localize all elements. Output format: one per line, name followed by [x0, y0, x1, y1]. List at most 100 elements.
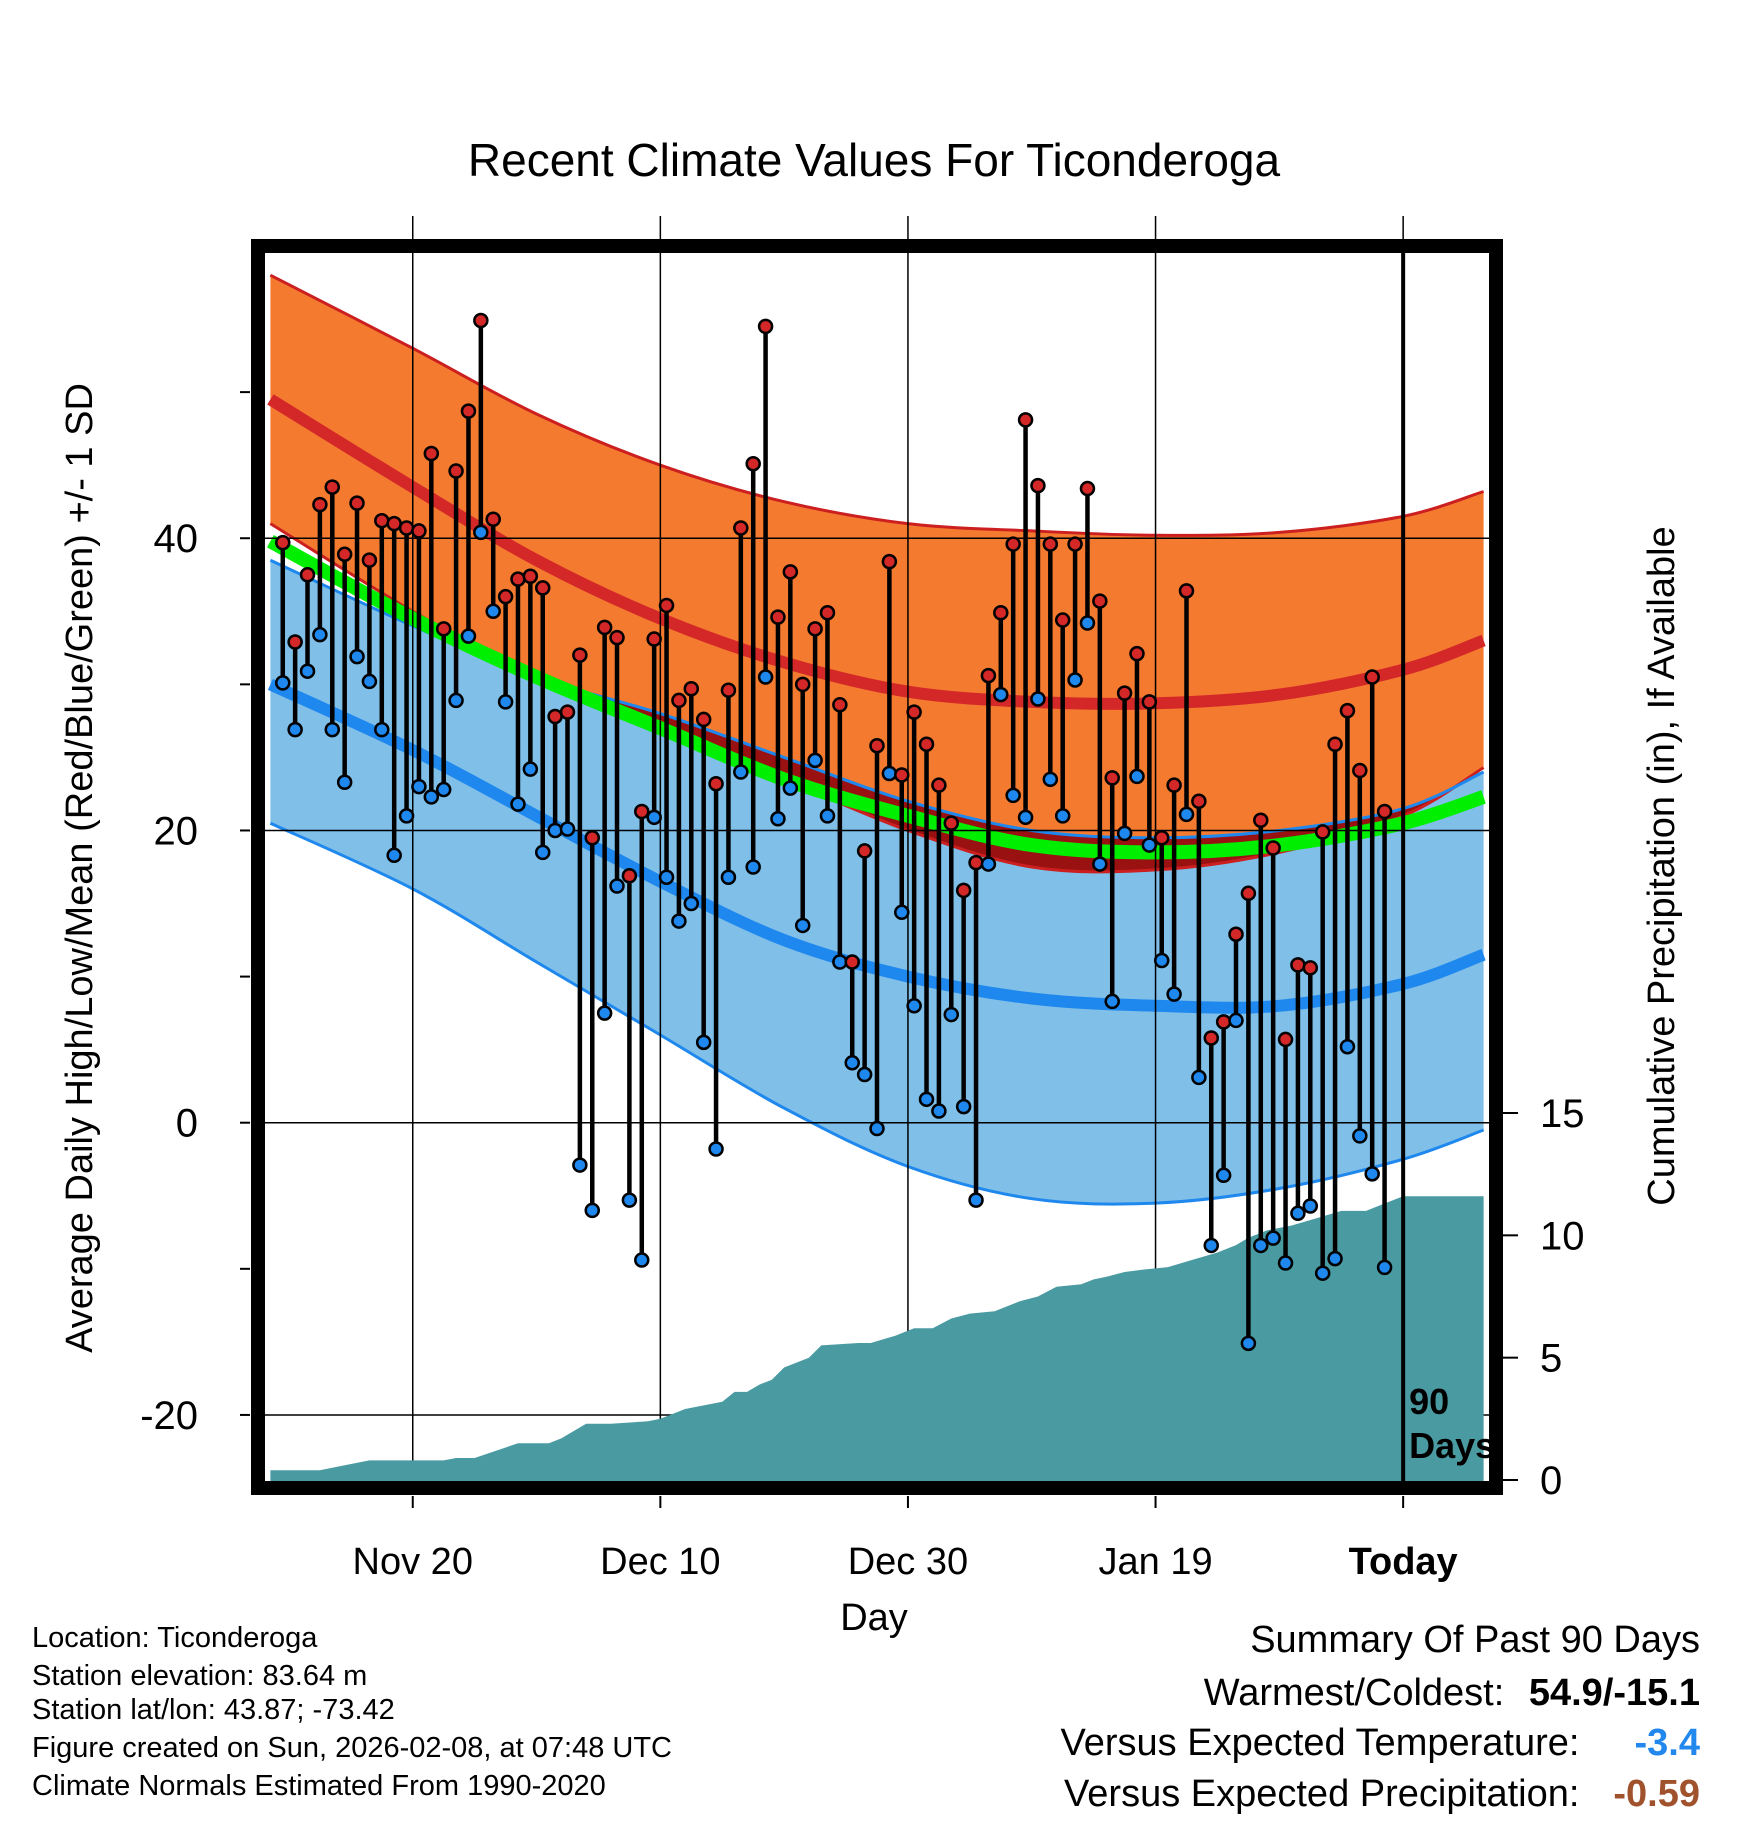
- daily-low-point: [361, 673, 378, 690]
- daily-high-point: [1203, 1030, 1220, 1046]
- daily-high-point: [881, 553, 898, 570]
- daily-low-point: [510, 796, 526, 812]
- daily-low-point: [534, 844, 551, 861]
- daily-high-point: [534, 580, 551, 596]
- daily-high-point: [1253, 812, 1269, 828]
- daily-low-point: [1129, 768, 1145, 785]
- daily-high-point: [745, 455, 761, 472]
- plot-frame: [251, 239, 1503, 1495]
- daily-low-point: [683, 895, 700, 912]
- daily-low-point: [435, 781, 452, 798]
- daily-high-point: [510, 571, 526, 587]
- daily-high-point: [324, 479, 341, 495]
- daily-low-point: [658, 869, 675, 885]
- daily-high-point: [448, 463, 464, 479]
- daily-high-point: [1116, 685, 1133, 701]
- daily-high-point: [559, 704, 576, 720]
- daily-high-point: [621, 868, 638, 884]
- daily-high-point: [609, 629, 625, 646]
- daily-high-point: [1327, 736, 1343, 753]
- daily-low-point: [856, 1066, 873, 1083]
- daily-high-point: [1314, 824, 1331, 840]
- daily-low-point: [621, 1192, 638, 1208]
- daily-low-point: [1178, 806, 1195, 823]
- x-tick-label: Jan 19: [1099, 1541, 1213, 1583]
- daily-low-point: [1191, 1069, 1207, 1086]
- daily-high-point: [398, 520, 415, 536]
- daily-high-point: [646, 631, 662, 647]
- daily-high-point: [1339, 702, 1356, 719]
- daily-high-point: [287, 634, 303, 650]
- y2-tick-label: 5: [1540, 1337, 1562, 1381]
- daily-high-point: [869, 737, 885, 754]
- daily-low-point: [832, 954, 848, 970]
- daily-high-point: [671, 692, 687, 709]
- daily-high-point: [733, 520, 749, 536]
- daily-high-point: [894, 767, 910, 783]
- info-normals: Climate Normals Estimated From 1990-2020: [32, 1770, 606, 1802]
- daily-low-point: [671, 913, 687, 929]
- daily-low-point: [547, 822, 563, 839]
- daily-low-point: [336, 774, 353, 791]
- daily-high-point: [844, 954, 860, 970]
- x-tick-label: Dec 10: [600, 1541, 720, 1583]
- today-marker-label-line1: 90: [1409, 1381, 1449, 1422]
- daily-high-point: [695, 711, 712, 728]
- daily-low-point: [1141, 837, 1158, 853]
- high-sd-band: [270, 275, 1484, 872]
- daily-high-point: [411, 523, 427, 539]
- daily-low-point: [906, 998, 922, 1014]
- daily-high-point: [1166, 777, 1182, 793]
- daily-high-point: [683, 680, 700, 697]
- daily-high-point: [906, 704, 922, 720]
- daily-low-point: [324, 721, 341, 738]
- y2-tick-label: 0: [1540, 1459, 1562, 1503]
- daily-high-point: [918, 736, 935, 753]
- daily-low-point: [968, 1192, 984, 1208]
- daily-low-point: [1054, 808, 1071, 824]
- daily-low-point: [609, 878, 625, 894]
- daily-low-point: [1277, 1255, 1294, 1271]
- daily-high-point: [572, 647, 588, 663]
- daily-high-point: [856, 843, 873, 859]
- daily-high-point: [968, 854, 984, 871]
- daily-high-point: [547, 708, 563, 725]
- daily-high-point: [596, 619, 613, 636]
- daily-low-point: [398, 808, 415, 824]
- daily-low-point: [349, 648, 365, 665]
- y-tick-label: 40: [154, 517, 199, 561]
- x-tick-label: Today: [1349, 1541, 1458, 1583]
- daily-high-point: [980, 667, 997, 684]
- daily-low-point: [745, 859, 761, 875]
- daily-low-point: [386, 847, 402, 864]
- daily-high-point: [423, 445, 440, 462]
- x-tick-label: Dec 30: [848, 1541, 968, 1583]
- daily-high-point: [1215, 1014, 1232, 1030]
- daily-high-point: [275, 534, 291, 551]
- daily-low-point: [1030, 691, 1046, 707]
- daily-low-point: [1067, 672, 1083, 688]
- daily-low-point: [1364, 1166, 1380, 1182]
- daily-low-point: [1352, 1128, 1368, 1144]
- daily-high-point: [1054, 612, 1071, 628]
- daily-low-point: [1253, 1237, 1269, 1254]
- daily-low-point: [522, 761, 539, 777]
- precip-area: [270, 1196, 1484, 1482]
- x-tick-label: Nov 20: [353, 1541, 473, 1583]
- daily-low-point: [448, 692, 464, 709]
- daily-low-point: [497, 694, 514, 710]
- daily-high-point: [497, 588, 514, 605]
- daily-low-point: [646, 809, 662, 826]
- daily-high-point: [993, 605, 1009, 621]
- daily-low-point: [1327, 1250, 1343, 1267]
- daily-low-point: [485, 603, 501, 620]
- daily-high-point: [1228, 926, 1244, 942]
- daily-low-point: [596, 1005, 613, 1021]
- daily-low-point: [1240, 1335, 1257, 1352]
- daily-low-point: [943, 1006, 960, 1023]
- daily-low-point: [1228, 1012, 1244, 1029]
- daily-low-point: [1017, 809, 1034, 826]
- daily-high-point: [955, 882, 972, 899]
- daily-high-point: [782, 564, 799, 580]
